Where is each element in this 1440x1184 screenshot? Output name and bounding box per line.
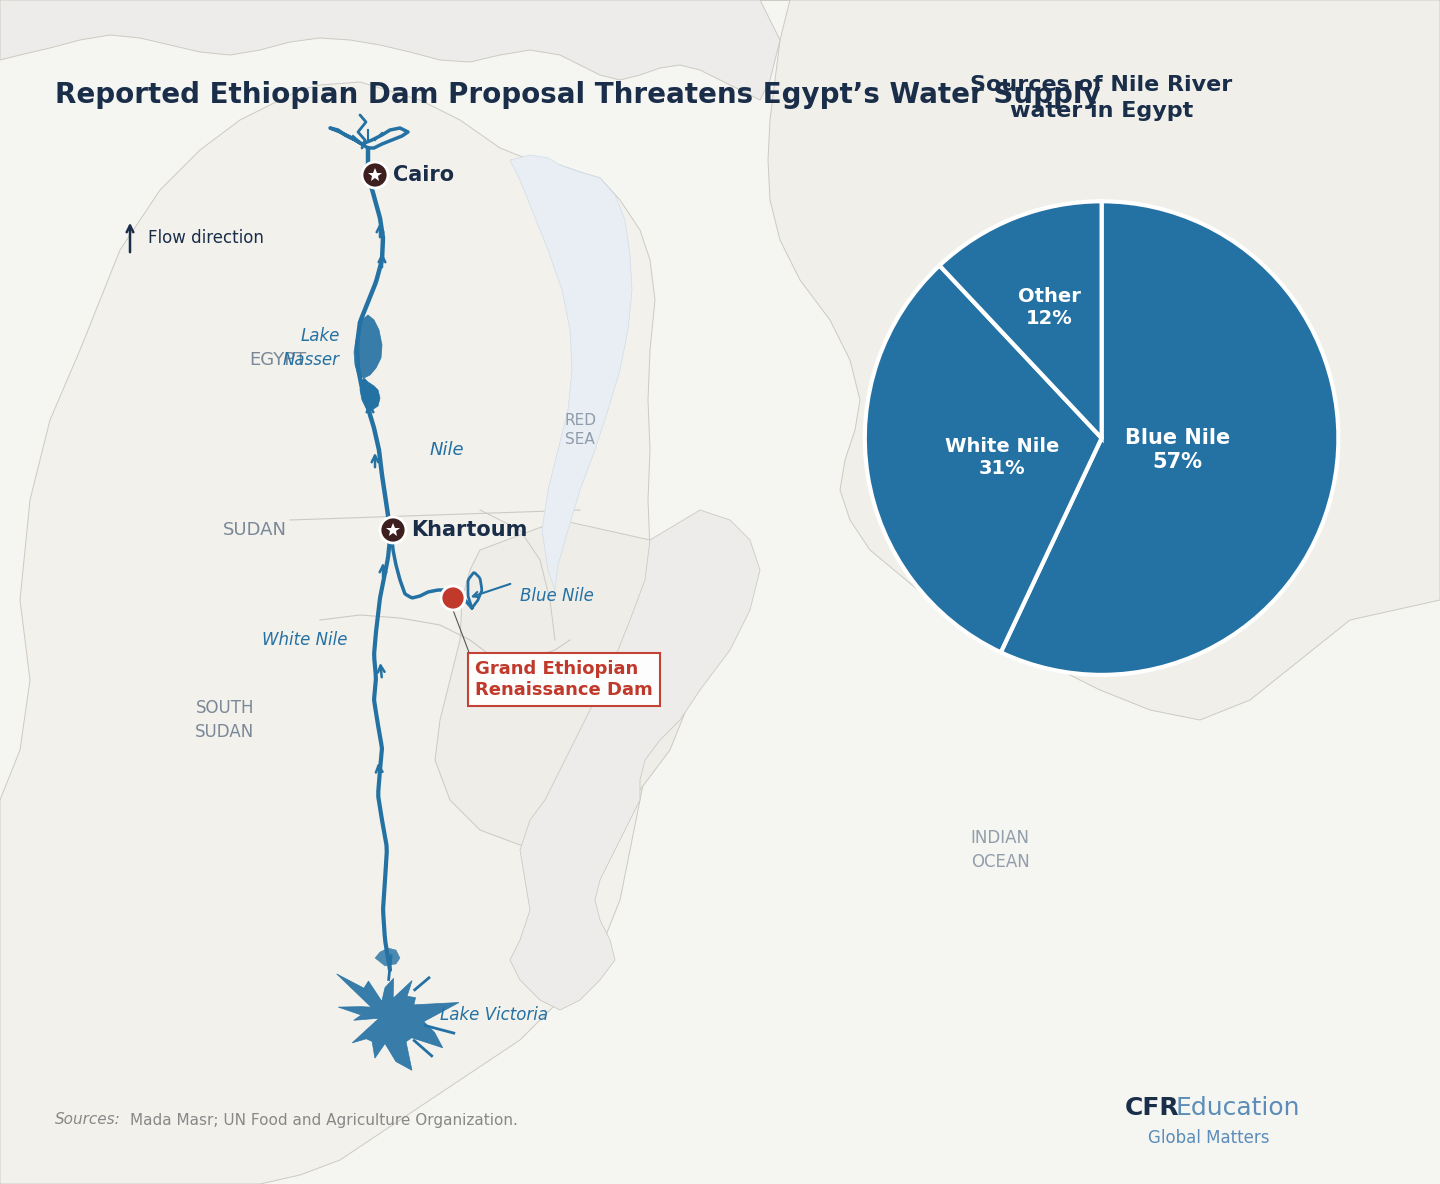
Polygon shape	[435, 520, 700, 845]
Polygon shape	[510, 155, 632, 590]
Circle shape	[441, 586, 465, 610]
Text: White Nile
31%: White Nile 31%	[945, 437, 1060, 477]
Title: Sources of Nile River
water in Egypt: Sources of Nile River water in Egypt	[971, 75, 1233, 121]
Polygon shape	[0, 0, 780, 99]
Circle shape	[361, 162, 387, 188]
Text: Mada Masr; UN Food and Agriculture Organization.: Mada Masr; UN Food and Agriculture Organ…	[130, 1113, 518, 1127]
Text: ETHIOPIA: ETHIOPIA	[511, 671, 589, 689]
Text: RED
SEA: RED SEA	[564, 412, 596, 448]
Text: Blue Nile: Blue Nile	[520, 587, 593, 605]
Text: Reported Ethiopian Dam Proposal Threatens Egypt’s Water Supply: Reported Ethiopian Dam Proposal Threaten…	[55, 81, 1100, 109]
Text: Lake Victoria: Lake Victoria	[441, 1006, 549, 1024]
Wedge shape	[865, 265, 1102, 652]
Polygon shape	[760, 0, 1440, 720]
Polygon shape	[354, 315, 382, 378]
Text: EGYPT: EGYPT	[249, 350, 307, 369]
Text: CFR: CFR	[1125, 1096, 1179, 1120]
Text: Nile: Nile	[431, 440, 465, 459]
Polygon shape	[510, 510, 760, 1010]
Polygon shape	[0, 82, 665, 1184]
Wedge shape	[939, 201, 1102, 438]
Circle shape	[380, 517, 406, 543]
Text: Education: Education	[1175, 1096, 1299, 1120]
Polygon shape	[337, 974, 459, 1070]
Text: Other
12%: Other 12%	[1018, 288, 1081, 328]
Polygon shape	[360, 378, 380, 410]
Text: SOUTH
SUDAN: SOUTH SUDAN	[196, 700, 255, 741]
Text: Lake
Nasser: Lake Nasser	[284, 327, 340, 368]
Text: Grand Ethiopian
Renaissance Dam: Grand Ethiopian Renaissance Dam	[475, 659, 652, 699]
Text: Cairo: Cairo	[393, 165, 454, 185]
Text: Khartoum: Khartoum	[410, 520, 527, 540]
Text: Flow direction: Flow direction	[148, 229, 264, 247]
Wedge shape	[1001, 201, 1338, 675]
Text: Global Matters: Global Matters	[1148, 1130, 1270, 1147]
Text: SUDAN: SUDAN	[223, 521, 287, 539]
Text: INDIAN
OCEAN: INDIAN OCEAN	[971, 829, 1030, 870]
Text: Blue Nile
57%: Blue Nile 57%	[1125, 429, 1230, 471]
Text: White Nile: White Nile	[262, 631, 348, 649]
Polygon shape	[374, 948, 400, 966]
Text: Sources:: Sources:	[55, 1113, 121, 1127]
